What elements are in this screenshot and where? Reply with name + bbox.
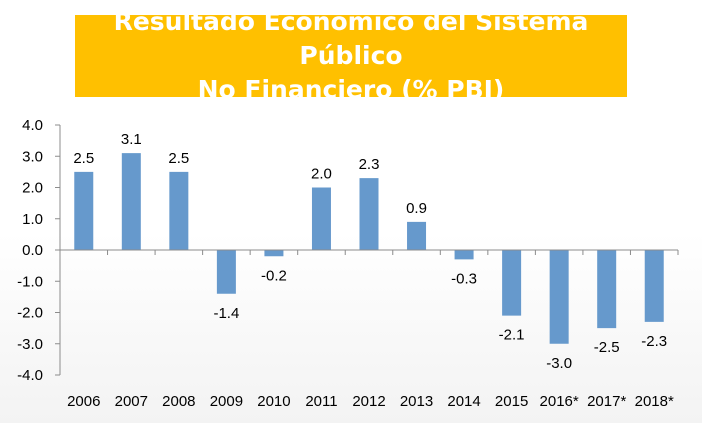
data-label: 3.1 — [121, 131, 142, 148]
bar — [359, 178, 379, 250]
x-tick-label: 2010 — [257, 393, 290, 410]
data-label: -2.5 — [594, 339, 620, 356]
data-label: -1.4 — [213, 305, 239, 322]
bar — [644, 250, 664, 322]
x-tick-label: 2009 — [210, 393, 243, 410]
bar — [454, 250, 474, 260]
data-label: -3.0 — [546, 355, 572, 372]
chart-title-line2: No Financiero (% PBI) — [197, 75, 505, 104]
bar — [407, 221, 427, 250]
x-tick-label: 2006 — [67, 393, 100, 410]
x-tick-label: 2012 — [352, 393, 385, 410]
x-tick-label: 2017* — [587, 393, 626, 410]
bar — [169, 171, 189, 250]
x-tick-label: 2014 — [447, 393, 480, 410]
y-tick-label: -3.0 — [17, 336, 43, 353]
x-tick-label: 2013 — [400, 393, 433, 410]
x-tick-label: 2007 — [115, 393, 148, 410]
y-tick-label: 2.0 — [22, 180, 43, 197]
data-label: -2.1 — [499, 327, 525, 344]
data-label: 2.0 — [311, 166, 332, 183]
y-tick-label: -1.0 — [17, 273, 43, 290]
data-label: 2.3 — [359, 156, 380, 173]
data-label: -2.3 — [641, 333, 667, 350]
y-tick-label: -4.0 — [17, 367, 43, 384]
data-label: 2.5 — [168, 150, 189, 167]
y-tick-label: 4.0 — [22, 117, 43, 134]
y-tick-label: 0.0 — [22, 242, 43, 259]
x-tick-label: 2016* — [540, 393, 579, 410]
bar — [311, 187, 331, 250]
data-label: -0.2 — [261, 267, 287, 284]
chart-title: Resultado Económico del Sistema Público … — [75, 7, 627, 104]
x-tick-label: 2008 — [162, 393, 195, 410]
bar — [216, 250, 236, 294]
y-tick-label: -2.0 — [17, 305, 43, 322]
data-label: 2.5 — [73, 150, 94, 167]
bar — [74, 171, 94, 250]
bar — [597, 250, 617, 329]
bar — [264, 250, 284, 257]
x-tick-label: 2015 — [495, 393, 528, 410]
y-tick-label: 1.0 — [22, 211, 43, 228]
x-tick-label: 2018* — [635, 393, 674, 410]
bar — [502, 250, 522, 316]
chart-title-line1: Resultado Económico del Sistema Público — [113, 7, 589, 70]
data-label: 0.9 — [406, 200, 427, 217]
bar — [121, 153, 141, 250]
y-tick-label: 3.0 — [22, 148, 43, 165]
bar — [549, 250, 569, 344]
x-tick-label: 2011 — [305, 393, 337, 410]
data-label: -0.3 — [451, 270, 477, 287]
